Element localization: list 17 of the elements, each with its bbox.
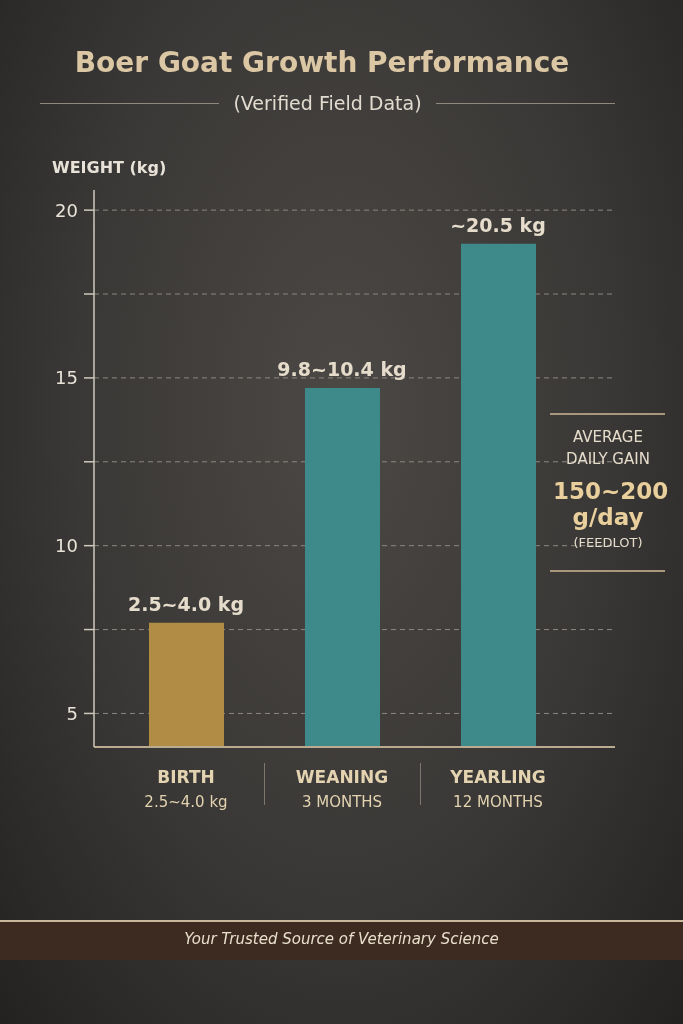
text: Your Trusted Source of Veterinary Science [183, 930, 500, 948]
chart-title: Boer Goat Growth Performance [73, 46, 571, 79]
annotation: 2.5~4.0 kg [127, 592, 245, 615]
x-tick-label: WEANING 3 MONTHS [295, 767, 389, 811]
y-axis-title: WEIGHT (kg) [52, 158, 167, 177]
annotation: ~20.5 kg [450, 213, 546, 236]
y-tick-label: 5 [66, 702, 78, 724]
annotation: (FEEDLOT) [572, 534, 644, 552]
chart-subtitle: (Verified Field Data) [232, 92, 423, 114]
annotation: 150~200 g/day [553, 478, 669, 530]
annotation: 9.8~10.4 kg [277, 357, 407, 380]
x-tick-label: YEARLING 12 MONTHS [449, 767, 546, 811]
annotation: AVERAGE DAILY GAIN [565, 427, 651, 470]
y-tick-label: 10 [55, 535, 78, 557]
y-tick-label: 20 [55, 199, 78, 221]
y-tick-label: 15 [55, 367, 78, 389]
x-tick-label: BIRTH 2.5~4.0 kg [144, 767, 228, 811]
